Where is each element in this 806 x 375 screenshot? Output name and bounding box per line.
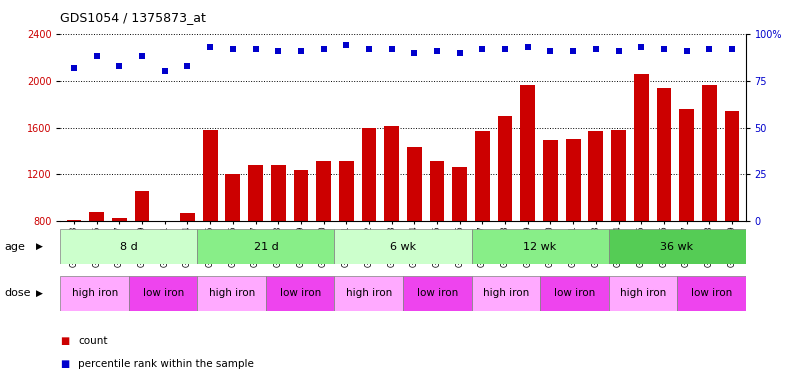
Bar [702, 86, 717, 315]
Text: low iron: low iron [143, 288, 184, 298]
Text: low iron: low iron [691, 288, 732, 298]
Point [385, 46, 398, 52]
Bar [725, 111, 739, 315]
Text: low iron: low iron [554, 288, 595, 298]
Bar [472, 229, 609, 264]
Bar [498, 116, 513, 315]
Bar [521, 86, 535, 315]
Text: ▶: ▶ [36, 289, 44, 298]
Text: 12 wk: 12 wk [523, 242, 557, 252]
Text: low iron: low iron [417, 288, 458, 298]
Bar [611, 130, 626, 315]
Point [249, 46, 262, 52]
Text: 21 d: 21 d [254, 242, 278, 252]
Bar [566, 139, 580, 315]
Bar [609, 229, 746, 264]
Point [204, 44, 217, 50]
Bar [197, 229, 334, 264]
Text: high iron: high iron [620, 288, 666, 298]
Bar [89, 212, 104, 315]
Text: low iron: low iron [280, 288, 321, 298]
Text: ■: ■ [60, 336, 69, 346]
Bar [203, 130, 218, 315]
Point [430, 48, 443, 54]
Bar [334, 229, 472, 264]
Point [453, 50, 466, 55]
Point [340, 42, 353, 48]
Bar [67, 220, 81, 315]
Bar [135, 191, 149, 315]
Point [658, 46, 671, 52]
Bar [452, 167, 467, 315]
Bar [60, 276, 129, 311]
Bar [407, 147, 422, 315]
Text: GDS1054 / 1375873_at: GDS1054 / 1375873_at [60, 11, 206, 24]
Point [408, 50, 421, 55]
Point [181, 63, 194, 69]
Text: dose: dose [4, 288, 31, 298]
Bar [339, 162, 354, 315]
Point [499, 46, 512, 52]
Bar [677, 276, 746, 311]
Point [567, 48, 580, 54]
Point [363, 46, 376, 52]
Bar [334, 276, 403, 311]
Bar [60, 229, 197, 264]
Point [612, 48, 625, 54]
Point [294, 48, 307, 54]
Text: high iron: high iron [483, 288, 529, 298]
Point [317, 46, 330, 52]
Point [476, 46, 489, 52]
Point [703, 46, 716, 52]
Bar [180, 213, 195, 315]
Text: percentile rank within the sample: percentile rank within the sample [78, 359, 254, 369]
Bar [540, 276, 609, 311]
Text: ■: ■ [60, 359, 69, 369]
Point [635, 44, 648, 50]
Text: age: age [4, 242, 25, 252]
Bar [362, 128, 376, 315]
Bar [197, 276, 266, 311]
Text: 6 wk: 6 wk [390, 242, 416, 252]
Text: 36 wk: 36 wk [660, 242, 694, 252]
Bar [679, 109, 694, 315]
Bar [430, 162, 444, 315]
Bar [271, 165, 285, 315]
Bar [226, 174, 240, 315]
Bar [609, 276, 677, 311]
Point [725, 46, 738, 52]
Bar [293, 170, 308, 315]
Point [544, 48, 557, 54]
Text: high iron: high iron [209, 288, 255, 298]
Bar [403, 276, 472, 311]
Bar [588, 131, 603, 315]
Point [589, 46, 602, 52]
Point [90, 53, 103, 59]
Point [113, 63, 126, 69]
Point [68, 64, 81, 70]
Point [158, 68, 171, 74]
Point [680, 48, 693, 54]
Bar [543, 140, 558, 315]
Text: count: count [78, 336, 108, 346]
Text: high iron: high iron [72, 288, 118, 298]
Text: ▶: ▶ [36, 242, 44, 251]
Bar [316, 162, 331, 315]
Bar [157, 221, 172, 315]
Bar [266, 276, 334, 311]
Bar [472, 276, 540, 311]
Bar [634, 74, 649, 315]
Point [226, 46, 239, 52]
Bar [657, 88, 671, 315]
Bar [129, 276, 197, 311]
Point [135, 53, 148, 59]
Point [272, 48, 285, 54]
Point [521, 44, 534, 50]
Bar [248, 165, 263, 315]
Text: high iron: high iron [346, 288, 392, 298]
Bar [384, 126, 399, 315]
Text: 8 d: 8 d [120, 242, 138, 252]
Bar [475, 131, 490, 315]
Bar [112, 218, 127, 315]
